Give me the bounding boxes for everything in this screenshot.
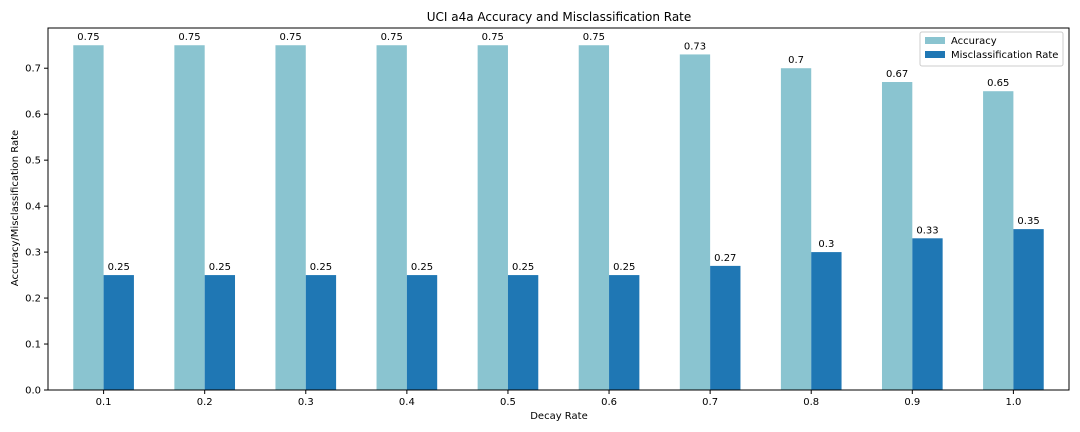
x-tick-label: 0.6 — [601, 397, 617, 408]
bar-accuracy — [679, 54, 711, 390]
y-tick-label: 0.3 — [25, 248, 41, 259]
x-tick-label: 0.9 — [904, 397, 920, 408]
y-tick-label: 0.4 — [25, 202, 41, 213]
bar-accuracy — [881, 82, 913, 390]
y-tick-label: 0.0 — [25, 386, 41, 397]
bar-misclassification-rate — [609, 275, 640, 390]
data-label: 0.75 — [77, 32, 99, 43]
data-label: 0.27 — [714, 253, 736, 264]
legend-label: Accuracy — [951, 36, 997, 47]
legend-swatch — [925, 51, 945, 58]
legend-box — [919, 31, 1064, 67]
bar-misclassification-rate — [305, 275, 337, 390]
legend-swatch — [925, 37, 945, 44]
bar-accuracy — [780, 68, 812, 390]
x-tick-label: 0.4 — [399, 397, 415, 408]
x-tick-label: 0.2 — [197, 397, 213, 408]
data-label: 0.25 — [411, 262, 433, 273]
bar-accuracy — [275, 45, 306, 390]
bar-accuracy — [73, 45, 104, 390]
data-label: 0.7 — [788, 55, 804, 66]
bar-accuracy — [376, 45, 407, 390]
y-tick-label: 0.1 — [25, 340, 41, 351]
data-label: 0.25 — [108, 262, 130, 273]
plot-area: 0.0 0.1 0.2 0.3 0.4 0.5 0.6 0.7 0.75 0.25 0.1 0.75 0… — [25, 27, 1070, 408]
bar-accuracy — [174, 45, 205, 390]
x-axis-title: Decay Rate — [530, 411, 588, 422]
y-tick-label: 0.5 — [25, 156, 41, 167]
data-label: 0.73 — [684, 41, 706, 52]
bar-misclassification-rate — [710, 265, 741, 390]
x-tick-label: 1.0 — [1005, 397, 1021, 408]
bar-misclassification-rate — [406, 275, 438, 390]
data-label: 0.25 — [310, 262, 332, 273]
bar-misclassification-rate — [912, 238, 943, 390]
x-tick-label: 0.7 — [702, 397, 718, 408]
bar-misclassification-rate — [811, 252, 842, 390]
bar-misclassification-rate — [103, 275, 134, 390]
data-label: 0.25 — [613, 262, 635, 273]
bar-misclassification-rate — [1013, 229, 1044, 390]
data-label: 0.35 — [1017, 216, 1039, 227]
bar-accuracy — [477, 45, 508, 390]
data-label: 0.25 — [512, 262, 534, 273]
data-label: 0.67 — [886, 69, 908, 80]
bar-misclassification-rate — [507, 275, 539, 390]
y-tick-label: 0.7 — [25, 64, 41, 75]
legend-label: Misclassification Rate — [951, 50, 1058, 61]
bar-accuracy — [578, 45, 610, 390]
legend: Accuracy Misclassification Rate — [919, 31, 1064, 67]
data-label: 0.75 — [583, 32, 605, 43]
y-axis-title: Accuracy/Misclassification Rate — [10, 130, 21, 286]
data-label: 0.75 — [381, 32, 403, 43]
x-tick-label: 0.5 — [500, 397, 516, 408]
plot-frame — [47, 27, 1070, 391]
y-tick-label: 0.6 — [25, 110, 41, 121]
x-tick-label: 0.1 — [96, 397, 112, 408]
data-label: 0.65 — [987, 78, 1009, 89]
data-label: 0.75 — [279, 32, 301, 43]
data-label: 0.33 — [916, 225, 938, 236]
data-label: 0.75 — [482, 32, 504, 43]
y-tick-label: 0.2 — [25, 294, 41, 305]
data-label: 0.25 — [209, 262, 231, 273]
chart-title: UCI a4a Accuracy and Misclassification R… — [427, 10, 692, 24]
x-tick-label: 0.8 — [803, 397, 819, 408]
bar-misclassification-rate — [204, 275, 236, 390]
data-label: 0.3 — [818, 239, 834, 250]
x-tick-label: 0.3 — [298, 397, 314, 408]
bar-accuracy — [983, 91, 1014, 390]
data-label: 0.75 — [178, 32, 200, 43]
